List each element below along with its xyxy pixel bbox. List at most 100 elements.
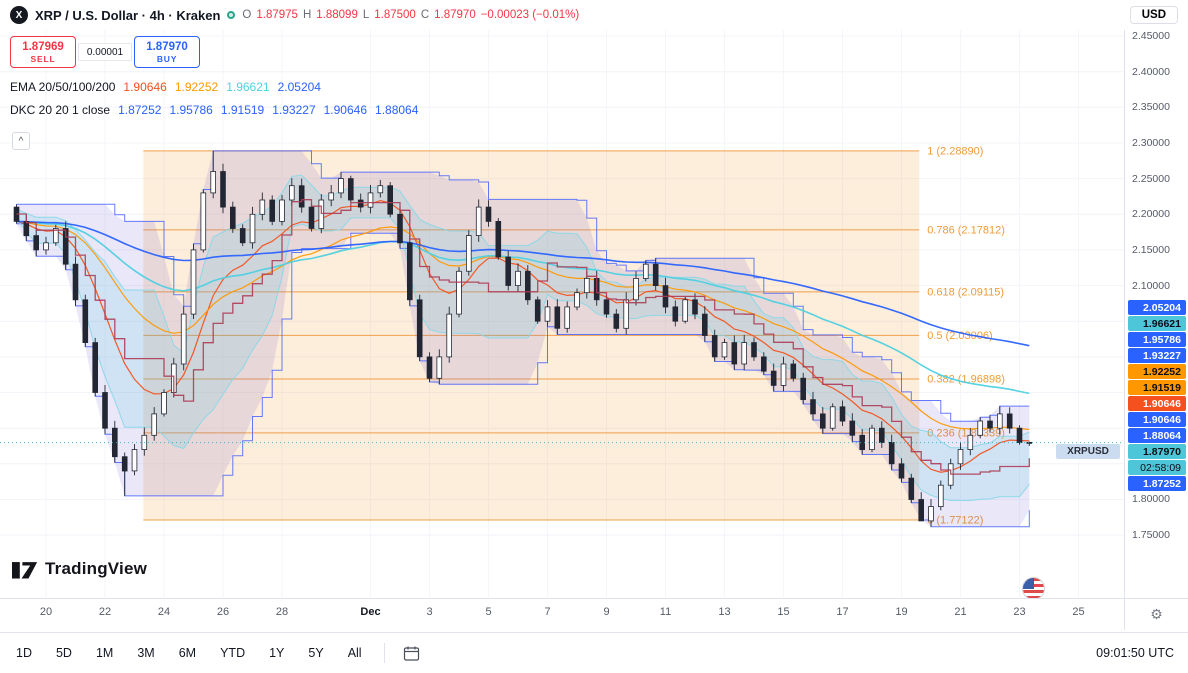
price-badge: 1.92252 [1128,364,1186,379]
close-value: 1.87970 [434,9,476,21]
time-axis[interactable]: 20 22 24 26 28 Dec 3 5 7 9 11 13 15 17 19 21 23 25 [0,598,1124,630]
price-badge: 1.96621 [1128,316,1186,331]
price-tick: 2.25000 [1132,172,1170,185]
high-value: 1.88099 [316,9,358,21]
price-tick: 2.45000 [1132,30,1170,42]
xrp-logo-icon: X [10,6,28,24]
bottom-toolbar: 1D 5D 1M 3M 6M YTD 1Y 5Y All 09:01:50 UTC [0,632,1188,673]
time-tick: 25 [1072,606,1085,618]
countdown-badge: 02:58:09 [1128,460,1186,475]
ohlc-readout: O 1.87975 H 1.88099 L 1.87500 C 1.87970 −0.0… [242,9,579,21]
range-button-6m[interactable]: 6M [177,642,198,664]
calendar-icon [403,646,419,661]
price-tick: 2.10000 [1132,279,1170,292]
time-tick: 13 [718,606,731,618]
fib-label: 0.236 (1.89339) [927,427,1005,439]
time-tick: 22 [98,606,112,618]
fib-label: 0.382 (1.96898) [927,374,1005,386]
price-badge: 1.90646 [1128,412,1186,427]
time-tick: 5 [485,606,492,618]
time-tick: 24 [157,606,171,618]
chart-header: X XRP / U.S. Dollar · 4h · Kraken O 1.879… [0,0,1188,30]
price-tick: 2.30000 [1132,136,1170,149]
spread-value: 0.00001 [78,43,132,61]
high-label: H [302,9,312,21]
low-label: L [362,9,370,21]
dkc-value: 1.93227 [272,103,316,117]
time-tick: 19 [895,606,908,618]
ema-value: 1.90646 [123,80,167,94]
utc-clock[interactable]: 09:01:50 UTC [1096,646,1174,660]
ema-value: 1.96621 [226,80,270,94]
axis-settings-button[interactable]: ⚙ [1124,598,1188,630]
fib-label: 0.5 (2.03006) [927,330,992,342]
price-badge: 1.88064 [1128,428,1186,443]
range-buttons: 1D 5D 1M 3M 6M YTD 1Y 5Y All [14,642,384,664]
range-button-3m[interactable]: 3M [135,642,156,664]
price-chart[interactable]: 1 (2.28890) 0.786 (2.17812) 0.618 (2.09115… [0,28,1124,598]
legend-dkc-values: 1.87252 1.95786 1.91519 1.93227 1.90646 1.880… [118,103,418,117]
price-badge: 1.93227 [1128,348,1186,363]
collapse-pane-button[interactable]: ^ [12,132,30,150]
fib-label: 0 (1.77122) [927,515,983,527]
legend-dkc-label: DKC 20 20 1 close [10,103,111,117]
candles [13,150,1033,527]
toolbar-divider [383,643,385,663]
buy-price: 1.87970 [146,40,188,53]
go-to-date-button[interactable] [401,643,422,664]
buy-button[interactable]: 1.87970 BUY [134,36,200,68]
tradingview-watermark[interactable]: TradingView [12,556,147,582]
price-badge: 1.95786 [1128,332,1186,347]
time-tick: 7 [544,606,551,618]
close-label: C [420,9,430,21]
gear-icon: ⚙ [1150,606,1163,622]
time-tick: 3 [426,606,433,618]
range-button-ytd[interactable]: YTD [218,642,247,664]
fib-label: 1 (2.28890) [927,145,983,157]
time-tick: 17 [836,606,849,618]
price-badge: 1.91519 [1128,380,1186,395]
range-button-5y[interactable]: 5Y [306,642,325,664]
ema-value: 2.05204 [277,80,321,94]
range-button-5d[interactable]: 5D [54,642,74,664]
sell-label: SELL [30,53,56,64]
price-tick: 1.75000 [1132,529,1170,542]
chevron-up-icon: ^ [18,135,24,147]
symbol-title[interactable]: XRP / U.S. Dollar · 4h · Kraken [35,7,221,23]
change-value: −0.00023 (−0.01%) [480,9,580,21]
time-tick: 20 [39,606,53,618]
currency-button[interactable]: USD [1129,6,1178,24]
dkc-value: 1.95786 [169,103,213,117]
dkc-value: 1.88064 [375,103,419,117]
sell-button[interactable]: 1.87969 SELL [10,36,76,68]
price-badge: 2.05204 [1128,300,1186,315]
flag-icon[interactable] [1022,577,1045,600]
legend-ema-label: EMA 20/50/100/200 [10,80,116,94]
time-tick: 15 [777,606,790,618]
fib-label: 0.786 (2.17812) [927,224,1005,236]
trade-widget: 1.87969 SELL 0.00001 1.87970 BUY [10,36,200,68]
price-badge: 1.87252 [1128,476,1186,491]
time-tick: 11 [659,606,672,618]
range-button-1m[interactable]: 1M [94,642,115,664]
time-tick: 9 [603,606,610,618]
open-label: O [242,9,252,21]
dkc-value: 1.91519 [220,103,265,117]
price-tick: 2.20000 [1132,208,1170,221]
fib-label: 0.618 (2.09115) [927,286,1004,298]
time-tick: 26 [216,606,230,618]
range-button-all[interactable]: All [346,642,364,664]
range-button-1y[interactable]: 1Y [267,642,286,664]
buy-label: BUY [156,53,178,64]
symbol-chip: XRPUSD [1056,444,1120,459]
range-button-1d[interactable]: 1D [14,642,34,664]
price-tick: 2.35000 [1132,101,1170,114]
legend-dkc[interactable]: DKC 20 20 1 close 1.87252 1.95786 1.91519 1… [10,103,418,117]
time-tick: Dec [360,606,381,618]
price-axis[interactable]: 2.45000 2.40000 2.35000 2.30000 2.25000 2.200… [1124,0,1188,630]
legend-ema[interactable]: EMA 20/50/100/200 1.90646 1.92252 1.96621 2… [10,80,418,94]
watermark-text: TradingView [45,559,148,578]
dkc-value: 1.90646 [323,103,368,117]
low-value: 1.87500 [374,9,416,21]
